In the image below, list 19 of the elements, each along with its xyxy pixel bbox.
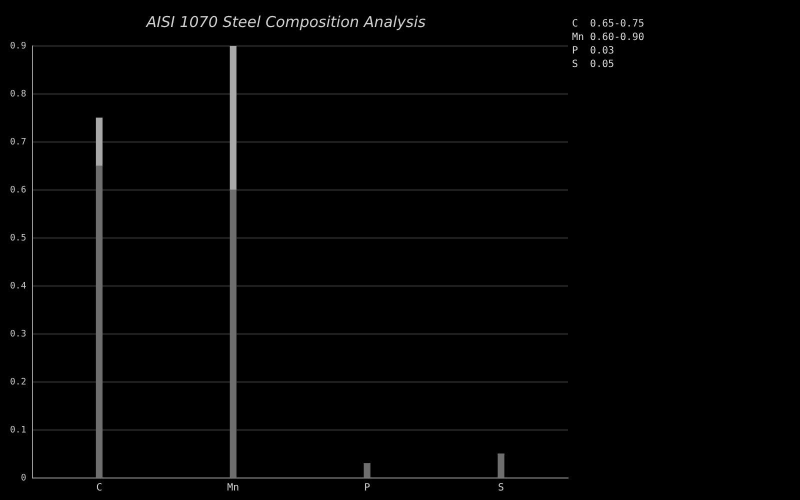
x-tick-label: Mn xyxy=(227,482,240,494)
text: P 0.03 xyxy=(572,46,614,57)
y-tick-label: 0.8 xyxy=(10,89,26,100)
y-tick-label: 0.2 xyxy=(10,377,26,388)
text: S 0.05 xyxy=(572,59,614,70)
y-tick-label: 0 xyxy=(20,473,26,484)
text: C 0.65-0.75 xyxy=(572,18,644,30)
text: Mn 0.60-0.90 xyxy=(572,32,644,44)
y-tick-label: 0.7 xyxy=(10,137,26,148)
x-tick-label: C xyxy=(96,482,102,494)
x-tick-label: S xyxy=(498,482,504,494)
y-tick-label: 0.1 xyxy=(10,425,26,436)
chart-title: AISI 1070 Steel Composition Analysis xyxy=(145,12,426,31)
y-tick-label: 0.9 xyxy=(10,41,26,52)
y-tick-label: 0.5 xyxy=(10,233,26,244)
y-tick-label: 0.6 xyxy=(10,185,26,196)
x-tick-label: P xyxy=(364,482,370,494)
y-tick-label: 0.4 xyxy=(10,281,26,292)
y-tick-label: 0.3 xyxy=(10,329,26,340)
